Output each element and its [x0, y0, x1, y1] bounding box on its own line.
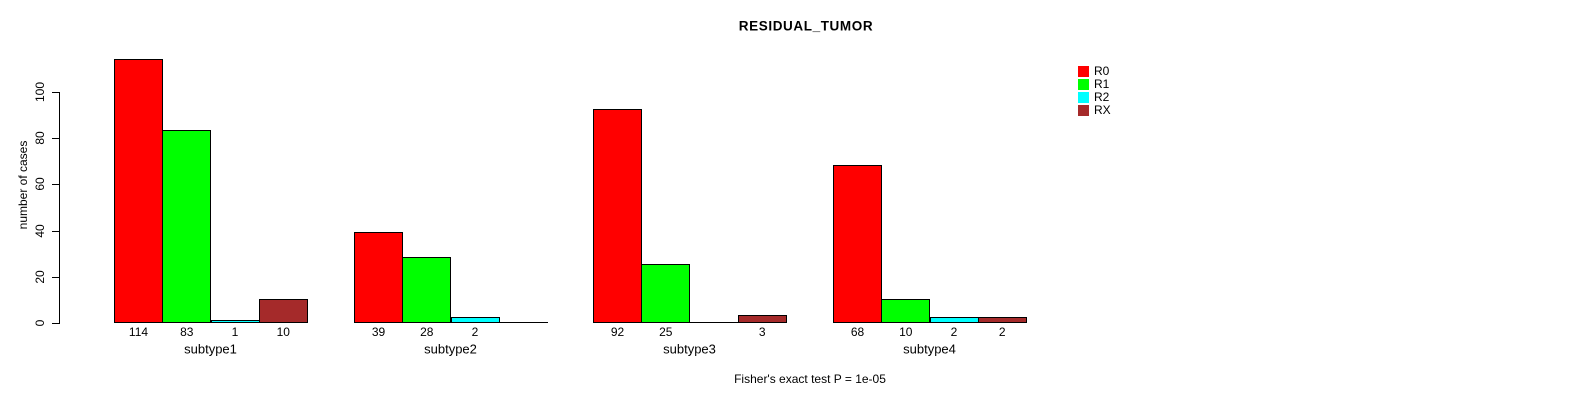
bar-subtype3-RX	[737, 315, 787, 323]
legend-label: R1	[1094, 77, 1110, 91]
y-axis-tick-label: 60	[33, 177, 47, 192]
x-axis-category-label: subtype2	[424, 341, 477, 356]
y-axis-line	[59, 92, 60, 324]
x-axis-category-label: subtype4	[903, 341, 956, 356]
bar-value-label: 83	[180, 324, 194, 339]
y-axis-tick	[52, 323, 59, 324]
bar-subtype3-R0	[593, 109, 642, 323]
bar-value-label: 39	[371, 324, 386, 339]
y-axis-tick-label: 0	[33, 319, 47, 327]
y-axis-tick-label: 20	[33, 270, 47, 284]
y-axis-tick-label: 40	[33, 223, 47, 238]
y-axis-tick	[52, 184, 59, 186]
bar-subtype1-R2	[210, 320, 260, 323]
y-axis-tick	[52, 92, 59, 93]
bar-value-label: 10	[276, 324, 290, 339]
legend-swatch-R1	[1078, 79, 1089, 90]
bar-value-label: 3	[758, 324, 766, 339]
legend-label: R0	[1094, 64, 1110, 78]
bar-subtype3-R1	[641, 264, 691, 323]
legend-swatch-R0	[1078, 66, 1089, 77]
y-axis-tick-label: 100	[33, 81, 47, 103]
bar-subtype1-R1	[162, 130, 212, 323]
legend-item-RX: RX	[1078, 103, 1111, 117]
bar-subtype4-R1	[881, 299, 931, 323]
bar-subtype3-R2-zero	[689, 322, 739, 323]
legend-swatch-RX	[1078, 105, 1089, 116]
legend-label: R2	[1094, 90, 1110, 104]
bar-value-label: 1	[231, 324, 239, 339]
legend-item-R2: R2	[1078, 90, 1111, 104]
legend-swatch-R2	[1078, 92, 1089, 103]
legend-item-R0: R0	[1078, 64, 1111, 78]
legend: R0 R1 R2 RX	[1078, 64, 1111, 117]
bar-value-label: 10	[899, 324, 913, 339]
bar-value-label: 28	[420, 324, 434, 339]
y-axis-tick-label: 80	[33, 131, 47, 145]
bar-subtype2-R1	[402, 257, 452, 323]
bar-value-label: 2	[998, 324, 1006, 339]
y-axis-tick	[52, 138, 59, 140]
bar-value-label: 114	[128, 324, 149, 339]
bar-value-label: 2	[471, 324, 479, 339]
bar-subtype4-R0	[833, 165, 882, 323]
bar-value-label: 92	[610, 324, 625, 339]
bar-subtype2-R2	[450, 317, 500, 323]
bar-subtype4-R2	[929, 317, 979, 323]
bar-subtype2-R0	[354, 232, 403, 323]
bar-value-label: 68	[850, 324, 865, 339]
bar-subtype1-RX	[258, 299, 308, 323]
stat-test-caption: Fisher's exact test P = 1e-05	[734, 372, 886, 386]
bar-subtype4-RX	[977, 317, 1027, 323]
y-axis-tick	[52, 276, 59, 278]
bar-value-label: 25	[659, 324, 673, 339]
bar-value-label: 2	[950, 324, 958, 339]
chart-title: RESIDUAL_TUMOR	[738, 18, 874, 34]
bar-subtype1-R0	[114, 59, 163, 323]
y-axis-label: number of cases	[16, 140, 30, 230]
x-axis-category-label: subtype1	[184, 341, 237, 356]
legend-item-R1: R1	[1078, 77, 1111, 91]
bar-subtype2-RX-zero	[498, 322, 548, 323]
x-axis-category-label: subtype3	[663, 341, 716, 356]
legend-label: RX	[1094, 103, 1111, 117]
y-axis-tick	[52, 230, 59, 232]
